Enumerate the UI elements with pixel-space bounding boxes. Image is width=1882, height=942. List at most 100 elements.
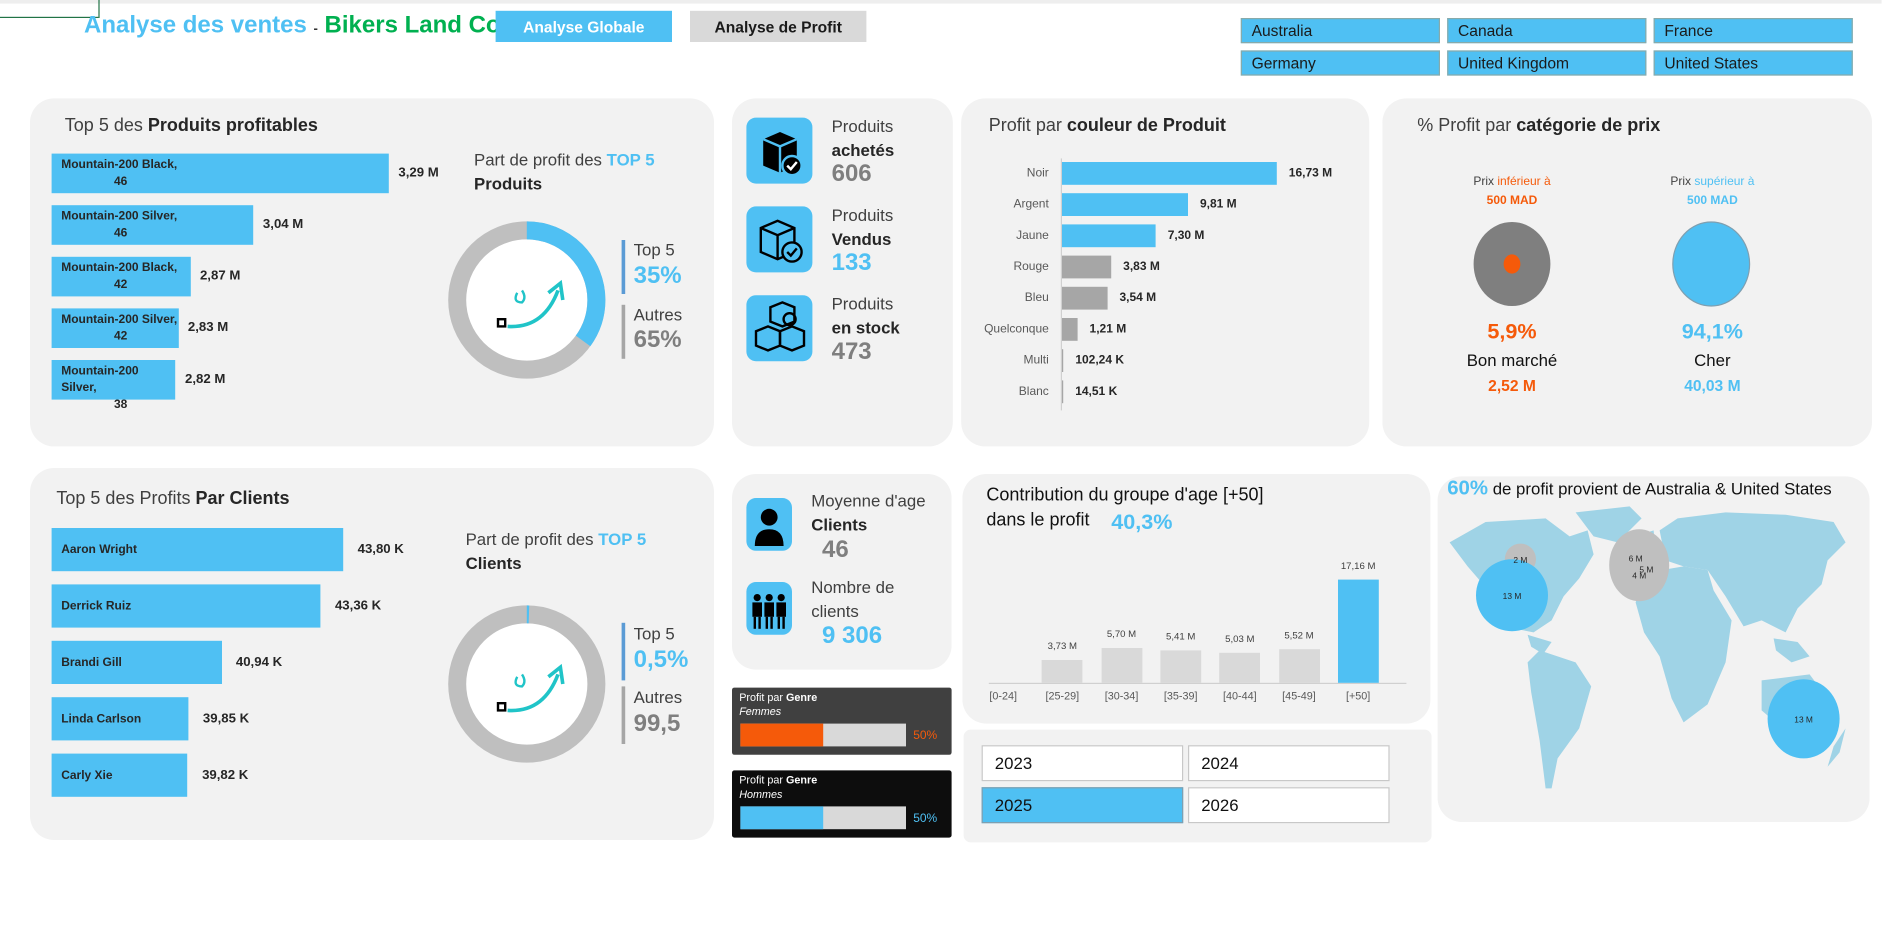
country-slicer-germany[interactable]: Germany — [1240, 50, 1440, 76]
product-bar: Mountain-200 Black, 46 — [51, 153, 389, 194]
country-slicer-canada[interactable]: Canada — [1447, 18, 1647, 44]
low-price-value: 2,52 M — [1488, 376, 1536, 395]
kpi-label: Produits achetés — [831, 116, 895, 160]
color-label: Blanc — [1018, 385, 1049, 399]
client-name: Derrick Ruiz — [61, 600, 132, 614]
color-bar — [1062, 255, 1112, 279]
high-price-name: Cher — [1694, 350, 1731, 370]
legend-other-bar — [621, 304, 626, 359]
low-price-name: Bon marché — [1466, 350, 1558, 370]
legend-other-pct: 99,5 — [633, 710, 681, 737]
product-value: 2,83 M — [187, 320, 229, 335]
product-name: Mountain-200 Silver, 46 — [61, 210, 178, 241]
gender-subtitle: Hommes — [739, 788, 783, 801]
age-value-label: 3,73 M — [1047, 641, 1078, 652]
product-bar: Mountain-200 Black, 42 — [51, 256, 191, 297]
gender-subtitle: Femmes — [739, 705, 782, 718]
country-slicer-france[interactable]: France — [1653, 18, 1853, 44]
color-value: 16,73 M — [1288, 166, 1333, 180]
year-slicer-2023[interactable]: 2023 — [981, 745, 1184, 782]
legend-other-pct: 65% — [633, 326, 682, 353]
country-slicer-united-kingdom[interactable]: United Kingdom — [1447, 50, 1647, 76]
clients-kpi-panel: Moyenne d'age Clients 46 Nombre de clients… — [732, 474, 952, 670]
share-title: Part de profit des TOP 5 Produits — [474, 150, 655, 194]
client-bar: Carly Xie — [51, 753, 188, 797]
client-value: 39,82 K — [202, 768, 249, 783]
kpi-label: Produits en stock — [831, 294, 900, 338]
legend-top-bar — [621, 622, 626, 681]
product-value: 2,87 M — [199, 268, 241, 284]
axis-line — [1060, 158, 1062, 411]
age-category-label: [0-24] — [989, 690, 1018, 702]
client-bar: Aaron Wright — [51, 528, 344, 572]
gender-title: Profit par Genre — [739, 691, 818, 704]
year-slicer-2026[interactable]: 2026 — [1188, 787, 1390, 824]
country-slicer-united-states[interactable]: United States — [1653, 50, 1853, 76]
product-bar: Mountain-200 Silver, 46 — [51, 205, 254, 245]
low-price-circle — [1473, 222, 1551, 306]
age-bar — [1041, 660, 1083, 683]
cell-selection-edge — [98, 0, 100, 18]
bubble-label-united-kingdom: 6 M — [1629, 554, 1643, 564]
group-icon — [746, 582, 793, 635]
analyse-profit-button[interactable]: Analyse de Profit — [690, 10, 867, 43]
kpi-value: 133 — [831, 249, 872, 276]
color-value: 7,30 M — [1167, 229, 1205, 243]
bubble-label-australia: 13 M — [1794, 714, 1813, 724]
color-label: Jaune — [1016, 229, 1049, 243]
color-label: Quelconque — [984, 322, 1049, 336]
client-name: Carly Xie — [61, 769, 113, 783]
product-value: 2,82 M — [184, 372, 226, 387]
age-category-label: [25-29] — [1045, 690, 1080, 702]
age-value-label: 5,41 M — [1165, 631, 1196, 642]
color-label: Argent — [1013, 198, 1049, 212]
age-bar — [1219, 652, 1261, 683]
bubble-label-canada: 2 M — [1513, 555, 1527, 565]
country-slicer-australia[interactable]: Australia — [1240, 18, 1440, 44]
top-border — [0, 0, 1882, 4]
age-bar — [1278, 649, 1320, 683]
box-check-icon — [746, 117, 813, 184]
person-icon — [746, 498, 793, 551]
product-name: Mountain-200 Black, 46 — [61, 158, 178, 189]
bubble-label-germany: 5 M — [1639, 564, 1653, 574]
color-bar — [1062, 224, 1156, 248]
client-value: 43,36 K — [334, 598, 382, 614]
map-panel: 60% de profit provient de Australia & Un… — [1437, 476, 1870, 823]
box-outline-check-icon — [746, 206, 813, 273]
year-slicer-2025[interactable]: 2025 — [981, 787, 1184, 824]
kpi-value: 473 — [831, 338, 872, 365]
page-title: Analyse des ventes - Bikers Land Co — [84, 12, 501, 40]
client-bar: Brandi Gill — [51, 640, 222, 684]
age-category-label: [35-39] — [1163, 690, 1198, 702]
legend-top-label: Top 5 — [633, 240, 675, 260]
gender-progress-bar — [740, 806, 907, 830]
gender-progress-bar — [740, 723, 907, 747]
analyse-globale-button[interactable]: Analyse Globale — [495, 10, 672, 43]
legend-other-label: Autres — [633, 687, 683, 707]
color-bar — [1062, 193, 1188, 217]
cell-selection — [0, 16, 99, 18]
color-label: Rouge — [1013, 260, 1049, 274]
color-bar — [1062, 380, 1064, 404]
donut-other-segment — [448, 605, 606, 763]
color-label: Noir — [1026, 166, 1049, 180]
year-slicer-2024[interactable]: 2024 — [1188, 745, 1390, 782]
legend-top-label: Top 5 — [633, 624, 675, 644]
bubbles — [1476, 529, 1840, 759]
legend-top-pct: 35% — [633, 262, 682, 290]
panel-title: % Profit par catégorie de prix — [1417, 115, 1661, 136]
price-category-panel: % Profit par catégorie de prix Prix infé… — [1382, 98, 1873, 447]
growth-arrow-icon — [496, 663, 565, 713]
client-bar: Linda Carlson — [51, 697, 189, 741]
gender-title: Profit par Genre — [739, 774, 818, 787]
gender-progress-fill — [740, 723, 824, 747]
product-value: 3,29 M — [398, 165, 439, 180]
avg-age-value: 46 — [822, 536, 849, 563]
age-value-label: 5,52 M — [1284, 630, 1314, 642]
world-map: 2 M 13 M 6 M 5 M 4 M 13 M — [1449, 506, 1846, 789]
gender-card-hommes: Profit par Genre Hommes 50% — [732, 770, 952, 838]
color-bar — [1062, 162, 1277, 185]
legend-top-pct: 0,5% — [633, 646, 689, 674]
client-name: Aaron Wright — [61, 543, 137, 557]
